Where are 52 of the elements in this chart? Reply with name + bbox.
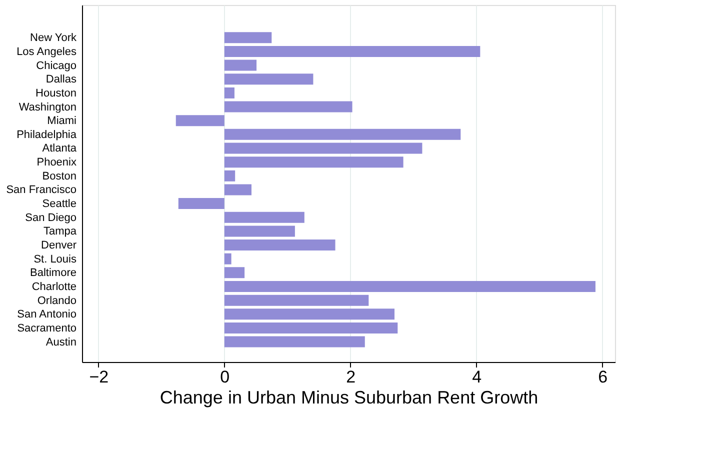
bar	[224, 240, 336, 251]
y-tick-label: San Francisco	[6, 184, 76, 196]
y-tick-label: Phoenix	[36, 156, 77, 169]
x-tick-label: 6	[598, 368, 608, 386]
y-tick-label: Atlanta	[42, 142, 78, 155]
y-tick-label: Sacramento	[17, 322, 76, 334]
x-tick-label: 2	[346, 368, 356, 386]
y-tick-label: Chicago	[36, 60, 76, 72]
bar	[224, 142, 422, 154]
bar	[224, 128, 461, 140]
bar	[176, 115, 224, 126]
x-tick-label: 0	[220, 368, 230, 386]
y-tick-label: Dallas	[46, 74, 77, 86]
y-tick-label: New York	[30, 32, 77, 44]
y-tick-label: Washington	[18, 101, 76, 114]
bar	[178, 198, 224, 210]
y-tick-label: Los Angeles	[16, 46, 77, 58]
y-tick-label: Tampa	[43, 226, 78, 238]
bar	[224, 170, 236, 182]
bar	[224, 253, 232, 264]
y-tick-label: Austin	[46, 336, 76, 348]
y-tick-label: Philadelphia	[16, 128, 78, 141]
y-tick-label: Houston	[36, 87, 76, 100]
y-tick-label: St. Louis	[34, 253, 77, 266]
bar	[224, 60, 257, 71]
bar	[224, 336, 365, 348]
bar	[224, 46, 480, 57]
x-axis-title: Change in Urban Minus Suburban Rent Growth	[160, 388, 538, 408]
bar	[224, 156, 404, 168]
bar	[224, 87, 234, 98]
bar	[224, 308, 394, 320]
bar	[224, 32, 272, 44]
y-tick-label: San Diego	[25, 212, 76, 224]
bar	[224, 74, 314, 85]
bar	[224, 322, 398, 334]
bar	[224, 267, 245, 278]
x-tick-label: 4	[472, 368, 482, 386]
y-tick-label: Seattle	[42, 198, 76, 210]
bar	[224, 226, 295, 237]
y-tick-label: Charlotte	[32, 280, 76, 293]
y-tick-label: San Antonio	[17, 308, 76, 321]
y-tick-label: Orlando	[37, 294, 76, 307]
y-tick-label: Baltimore	[30, 267, 76, 280]
bar	[224, 280, 596, 292]
y-tick-label: Denver	[41, 240, 77, 252]
bar	[224, 184, 252, 196]
y-tick-label: Boston	[42, 170, 76, 182]
x-tick-label: −2	[89, 368, 109, 386]
y-tick-label: Miami	[47, 115, 76, 128]
bar	[224, 294, 369, 306]
bar	[224, 101, 352, 112]
bar	[224, 212, 304, 223]
